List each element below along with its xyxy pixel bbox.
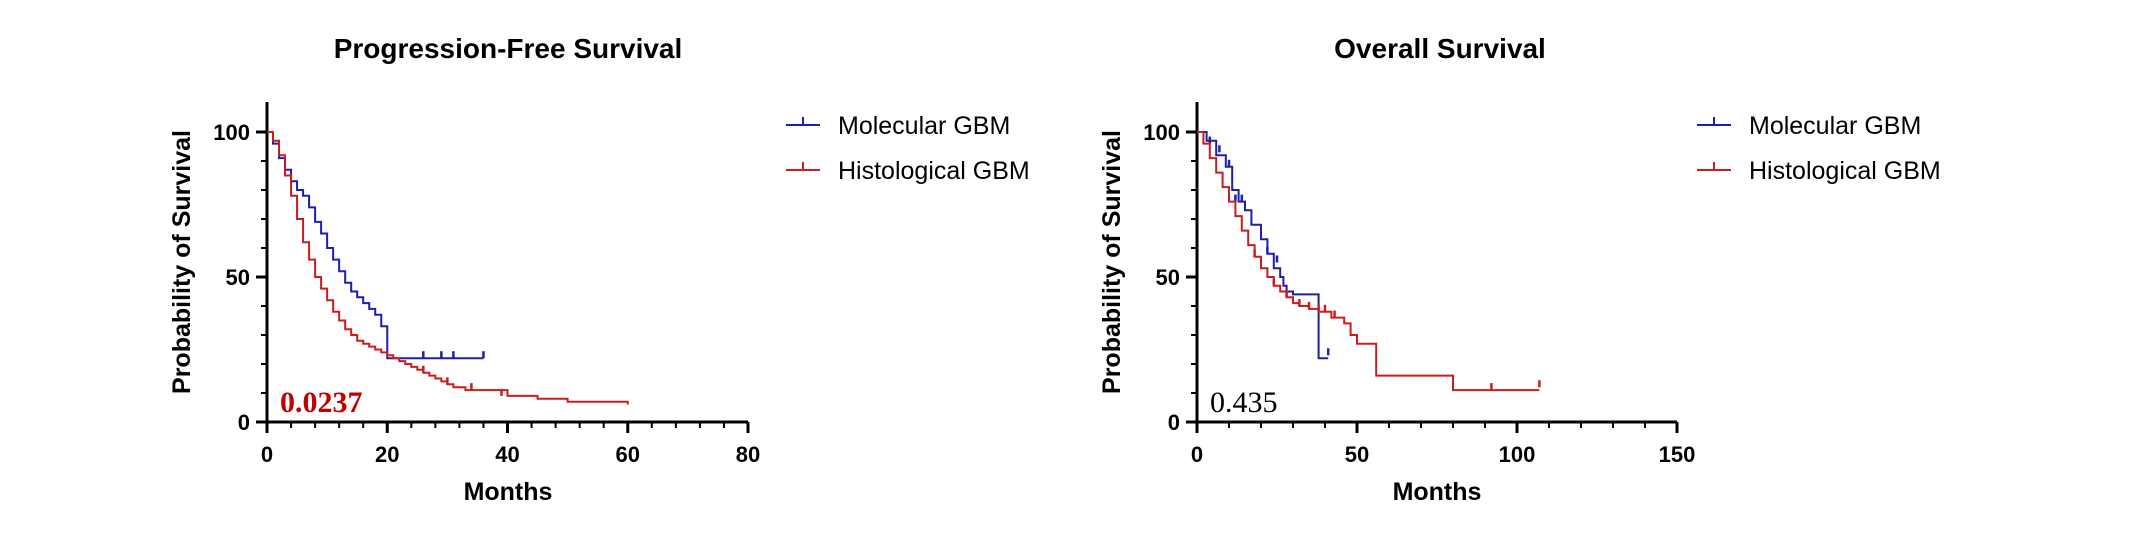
os-x-axis-label: Months — [1393, 478, 1482, 506]
pfs-legend-label-histological: Histological GBM — [838, 157, 1030, 185]
os-curve-histological — [1197, 131, 1540, 392]
os-plot-area — [1197, 131, 1541, 392]
os-legend-label-histological: Histological GBM — [1749, 157, 1941, 185]
os-legend: Molecular GBM Histological GBM — [1697, 112, 1941, 185]
pfs-x-axis-label: Months — [464, 478, 553, 506]
pfs-x-tick-label: 60 — [616, 442, 640, 467]
os-legend-item-molecular: Molecular GBM — [1697, 112, 1921, 140]
pfs-curve-histological — [267, 131, 629, 405]
pfs-y-tick-label: 0 — [238, 410, 250, 435]
pfs-title: Progression-Free Survival — [334, 33, 683, 64]
pfs-legend-item-molecular: Molecular GBM — [786, 112, 1010, 140]
os-x-tick-label: 50 — [1345, 442, 1369, 467]
pfs-curve-molecular — [267, 131, 484, 360]
os-legend-item-histological: Histological GBM — [1697, 157, 1941, 185]
os-title: Overall Survival — [1334, 33, 1546, 64]
os-chart: Overall Survival Probability of Survival… — [1098, 33, 1941, 506]
pfs-legend-item-histological: Histological GBM — [786, 157, 1030, 185]
os-x-tick-label: 150 — [1659, 442, 1696, 467]
os-y-tick-label: 50 — [1156, 265, 1180, 290]
pfs-p-value: 0.0237 — [280, 386, 363, 419]
os-ticks: 0 50 100 150 0 50 100 — [1143, 120, 1695, 467]
pfs-legend: Molecular GBM Histological GBM — [786, 112, 1030, 185]
pfs-x-tick-label: 80 — [736, 442, 760, 467]
pfs-ticks: 0 20 40 60 80 0 50 100 — [213, 120, 760, 467]
os-p-value: 0.435 — [1210, 386, 1278, 419]
pfs-chart: Progression-Free Survival Probability of… — [168, 33, 1030, 506]
pfs-y-axis-label: Probability of Survival — [168, 130, 196, 394]
pfs-plot-area — [267, 131, 629, 405]
pfs-y-tick-label: 50 — [226, 265, 250, 290]
pfs-y-tick-label: 100 — [213, 120, 250, 145]
pfs-legend-label-molecular: Molecular GBM — [838, 112, 1010, 140]
os-curve-molecular — [1197, 131, 1329, 360]
os-axes — [1195, 102, 1677, 424]
os-x-tick-label: 0 — [1191, 442, 1203, 467]
pfs-x-tick-label: 0 — [261, 442, 273, 467]
pfs-x-tick-label: 20 — [375, 442, 399, 467]
os-y-tick-label: 100 — [1143, 120, 1180, 145]
os-y-tick-label: 0 — [1168, 410, 1180, 435]
os-y-axis-label: Probability of Survival — [1098, 130, 1126, 394]
os-x-tick-label: 100 — [1499, 442, 1536, 467]
pfs-x-tick-label: 40 — [495, 442, 519, 467]
os-legend-label-molecular: Molecular GBM — [1749, 112, 1921, 140]
